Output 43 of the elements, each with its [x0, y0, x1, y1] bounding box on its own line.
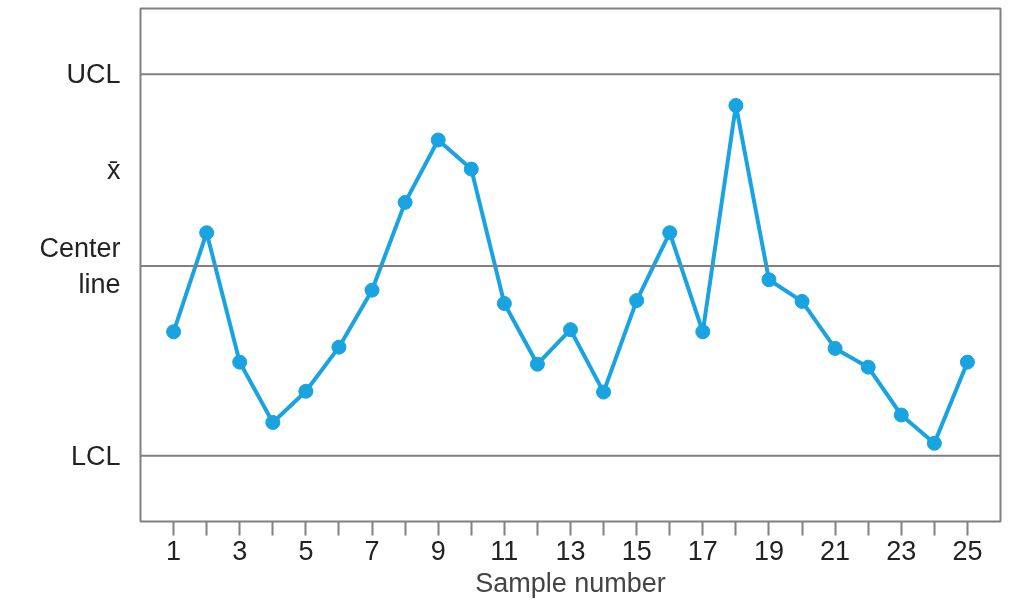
point	[265, 414, 281, 430]
text: x̄	[107, 155, 121, 186]
x-tick-label: 25	[952, 535, 983, 566]
point	[563, 322, 578, 338]
x-tick-label: 5	[298, 535, 314, 566]
point	[629, 293, 645, 309]
point	[232, 354, 248, 370]
ref-line-label: UCL	[66, 59, 121, 90]
x-tick-label: 9	[430, 535, 446, 566]
point	[166, 324, 182, 340]
point	[728, 97, 744, 113]
x-axis-title: Sample number	[475, 567, 666, 598]
point	[860, 359, 876, 375]
point	[463, 161, 479, 177]
x-tick-label: 21	[820, 535, 851, 566]
x-tick-label: 17	[687, 535, 718, 566]
ref-line-label: LCL	[70, 440, 121, 471]
point	[430, 132, 446, 148]
point	[794, 293, 810, 309]
point	[397, 194, 413, 210]
point	[761, 272, 777, 288]
x-tick-label: 7	[364, 535, 380, 566]
ref-line-label: Center line	[39, 233, 121, 300]
point	[695, 324, 711, 340]
x-tick-label: 23	[886, 535, 917, 566]
point	[893, 407, 909, 423]
x-tick-label: 19	[753, 535, 784, 566]
point	[331, 339, 347, 355]
point	[959, 354, 975, 370]
x-tick-label: 3	[232, 535, 248, 566]
point	[596, 384, 612, 400]
x-tick-label: 11	[490, 535, 519, 566]
point	[827, 340, 843, 356]
point	[364, 282, 380, 298]
x-tick-label: 15	[621, 535, 652, 566]
point	[926, 435, 942, 451]
x-tick-label: 13	[555, 535, 586, 566]
point	[529, 356, 545, 372]
point	[199, 225, 215, 241]
point	[496, 296, 512, 311]
point	[662, 225, 678, 241]
x-tick-label: 1	[166, 535, 182, 566]
point	[298, 383, 314, 399]
